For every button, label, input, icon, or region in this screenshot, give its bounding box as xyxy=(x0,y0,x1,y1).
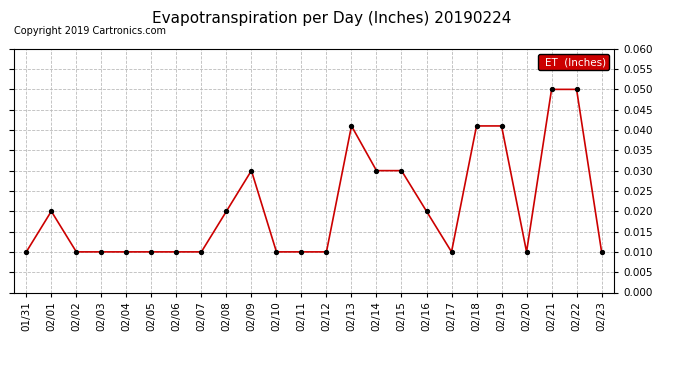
Point xyxy=(471,123,482,129)
Point xyxy=(246,168,257,174)
Point xyxy=(96,249,107,255)
Text: Evapotranspiration per Day (Inches) 20190224: Evapotranspiration per Day (Inches) 2019… xyxy=(152,11,511,26)
Point xyxy=(546,86,557,92)
Point xyxy=(596,249,607,255)
Point xyxy=(496,123,507,129)
Text: Copyright 2019 Cartronics.com: Copyright 2019 Cartronics.com xyxy=(14,26,166,36)
Point xyxy=(371,168,382,174)
Point xyxy=(271,249,282,255)
Point xyxy=(296,249,307,255)
Point xyxy=(171,249,182,255)
Point xyxy=(396,168,407,174)
Point xyxy=(21,249,32,255)
Point xyxy=(321,249,332,255)
Point xyxy=(571,86,582,92)
Point xyxy=(221,208,232,214)
Point xyxy=(71,249,82,255)
Point xyxy=(421,208,432,214)
Point xyxy=(196,249,207,255)
Point xyxy=(146,249,157,255)
Point xyxy=(521,249,532,255)
Point xyxy=(446,249,457,255)
Point xyxy=(346,123,357,129)
Point xyxy=(121,249,132,255)
Legend: ET  (Inches): ET (Inches) xyxy=(538,54,609,70)
Point xyxy=(46,208,57,214)
